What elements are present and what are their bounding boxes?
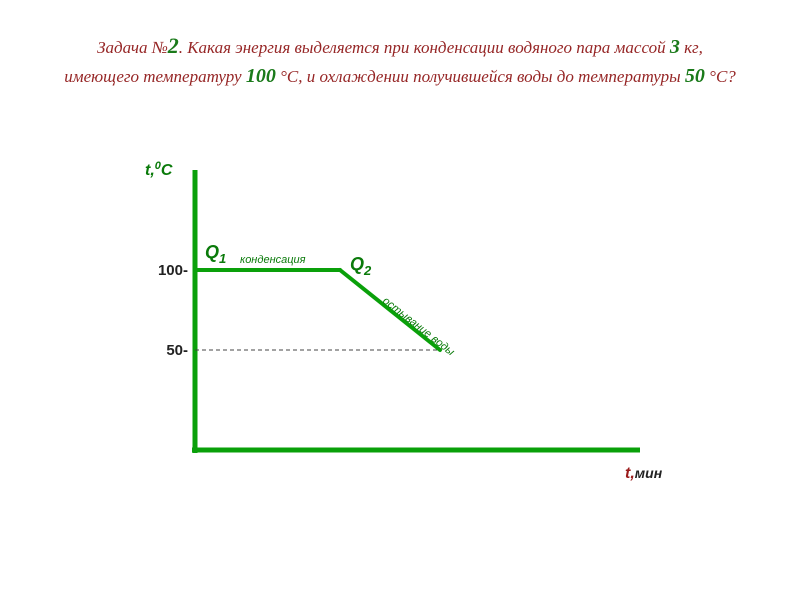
title-dot: . <box>179 38 188 57</box>
title-t1: 100 <box>246 65 276 87</box>
y-tick-50: 50- <box>166 342 188 359</box>
phase-Q2: остывание воды <box>380 295 456 358</box>
x-axis-label: t,мин <box>625 465 663 482</box>
label-Q2: Q2 <box>350 254 372 278</box>
title-p1: Какая энергия выделяется при конденсации… <box>187 38 670 57</box>
chart-container: 100- 50- t,0C t,мин Q1 конденсация Q2 остывание… <box>0 150 800 570</box>
y-tick-100: 100- <box>158 262 188 279</box>
phase-Q1: конденсация <box>240 254 306 266</box>
y-axis-label: t,0C <box>145 160 173 179</box>
title-p4: °C? <box>705 67 736 86</box>
title-t2: 50 <box>685 65 705 87</box>
label-Q1: Q1 <box>205 242 226 266</box>
problem-title: Задача №2. Какая энергия выделяется при … <box>0 0 800 101</box>
title-p3: °C, и охлаждении получившейся воды до те… <box>276 67 685 86</box>
title-mass: 3 <box>670 36 680 58</box>
title-number: 2 <box>168 33 179 58</box>
title-prefix: Задача № <box>97 38 168 57</box>
phase-chart: 100- 50- t,0C t,мин Q1 конденсация Q2 остывание… <box>0 150 800 570</box>
